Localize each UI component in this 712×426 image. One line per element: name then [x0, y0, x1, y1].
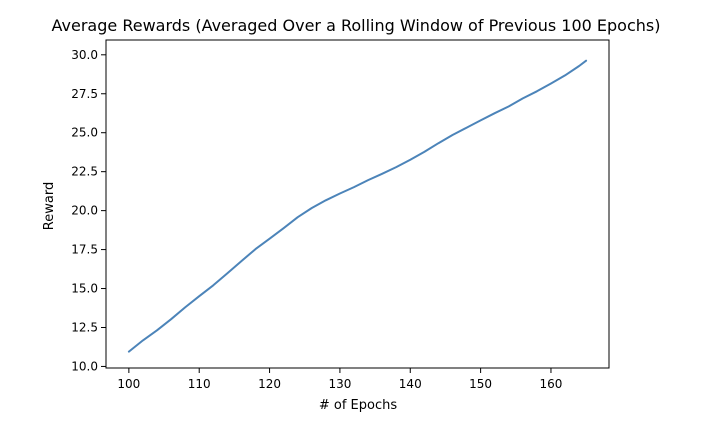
y-axis-label: Reward — [42, 182, 57, 230]
y-tick-label: 12.5 — [71, 320, 98, 334]
y-tick-label: 20.0 — [71, 204, 98, 218]
plot-area-frame — [105, 39, 610, 369]
x-tick-label: 160 — [540, 377, 563, 391]
reward-series-line — [127, 59, 588, 353]
x-tick-label: 100 — [117, 377, 140, 391]
y-tick-label: 25.0 — [71, 126, 98, 140]
x-tick-label: 110 — [188, 377, 211, 391]
series-layer — [127, 59, 588, 353]
x-axis-ticks: 100 110 120 130 140 150 160 — [117, 368, 562, 391]
y-tick-label: 22.5 — [71, 165, 98, 179]
x-tick-label: 120 — [258, 377, 281, 391]
y-tick-label: 17.5 — [71, 243, 98, 257]
y-tick-label: 27.5 — [71, 87, 98, 101]
y-axis-ticks: 10.0 12.5 15.0 17.5 20.0 22.5 25.0 27.5 30.0 — [71, 48, 106, 373]
x-axis-label: # of Epochs — [319, 398, 397, 413]
y-tick-label: 10.0 — [71, 359, 98, 373]
x-tick-label: 130 — [328, 377, 351, 391]
y-tick-label: 30.0 — [71, 48, 98, 62]
chart-title: Average Rewards (Averaged Over a Rolling… — [52, 16, 661, 35]
x-tick-label: 140 — [399, 377, 422, 391]
y-tick-label: 15.0 — [71, 282, 98, 296]
x-tick-label: 150 — [469, 377, 492, 391]
